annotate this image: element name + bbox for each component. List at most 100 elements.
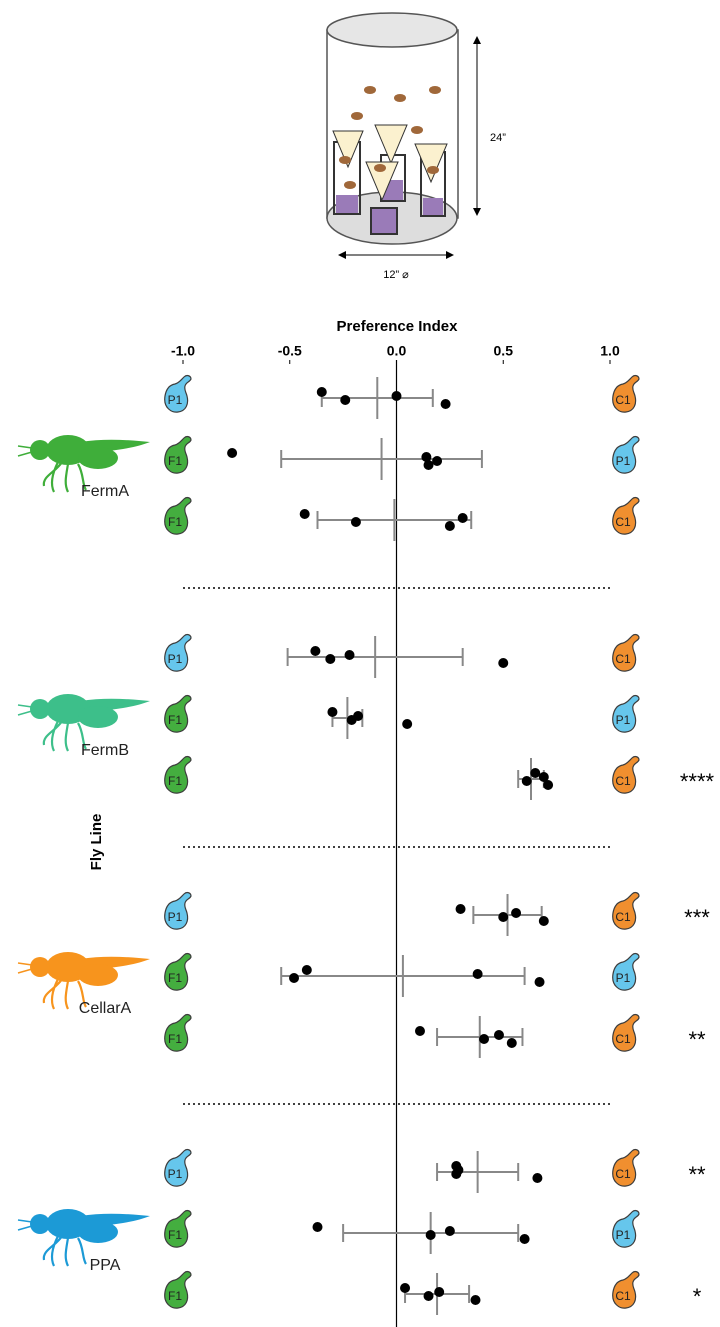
- data-point: [493, 1030, 504, 1040]
- fly-antenna: [17, 1219, 33, 1231]
- yeast-label: F1: [168, 774, 182, 788]
- yeast-icon: P1: [612, 694, 640, 733]
- data-point: [511, 908, 522, 918]
- yeast-shape: [612, 952, 640, 991]
- significance: *: [693, 1284, 702, 1309]
- yeast-label: P1: [616, 1228, 631, 1242]
- data-point: [299, 509, 310, 519]
- data-point: [391, 391, 402, 401]
- yeast-shape: [164, 1209, 192, 1248]
- data-point: [440, 399, 451, 409]
- yeast-label: P1: [168, 652, 183, 666]
- yeast-label: F1: [168, 1289, 182, 1303]
- data-point: [400, 1283, 411, 1293]
- yeast-icon: P1: [164, 374, 192, 413]
- yeast-label: F1: [168, 515, 182, 529]
- data-point: [421, 452, 432, 462]
- data-point: [301, 965, 312, 975]
- fly-head: [30, 699, 50, 719]
- fly-abdomen: [78, 964, 118, 986]
- yeast-icon: P1: [612, 435, 640, 474]
- data-point: [455, 904, 466, 914]
- yeast-label: C1: [615, 910, 631, 924]
- yeast-shape: [164, 1270, 192, 1309]
- yeast-label: P1: [168, 1167, 183, 1181]
- yeast-label: F1: [168, 454, 182, 468]
- x-tick-label: 0.0: [387, 343, 407, 359]
- fly-silhouette: [17, 694, 150, 752]
- data-point: [453, 1165, 464, 1175]
- fly-silhouette: [17, 952, 150, 1010]
- yeast-shape: [164, 891, 192, 930]
- x-tick-label: -1.0: [171, 343, 195, 359]
- data-point: [479, 1034, 490, 1044]
- fly-line-label: FermB: [81, 742, 129, 759]
- significance: **: [688, 1027, 706, 1052]
- yeast-icon: P1: [612, 952, 640, 991]
- fly-abdomen: [78, 1221, 118, 1243]
- yeast-shape: [612, 1270, 640, 1309]
- yeast-icon: P1: [612, 1209, 640, 1248]
- data-point: [312, 1222, 323, 1232]
- yeast-shape: [612, 1013, 640, 1052]
- fly-line-label: FermA: [81, 483, 129, 500]
- data-point: [444, 1226, 455, 1236]
- data-point: [310, 646, 321, 656]
- yeast-shape: [164, 1148, 192, 1187]
- fly-legs: [42, 461, 87, 493]
- yeast-label: C1: [615, 515, 631, 529]
- fly-legs: [42, 720, 87, 752]
- yeast-shape: [612, 891, 640, 930]
- data-point: [532, 1173, 543, 1183]
- yeast-shape: [612, 633, 640, 672]
- data-point: [327, 707, 338, 717]
- yeast-shape: [164, 952, 192, 991]
- data-point: [457, 513, 468, 523]
- yeast-icon: P1: [164, 891, 192, 930]
- yeast-icon: F1: [164, 952, 192, 991]
- data-point: [444, 521, 455, 531]
- yeast-shape: [612, 435, 640, 474]
- fly-silhouette: [17, 1209, 150, 1267]
- yeast-icon: F1: [164, 1270, 192, 1309]
- data-point: [402, 719, 413, 729]
- yeast-icon: F1: [164, 1209, 192, 1248]
- yeast-icon: C1: [612, 374, 640, 413]
- fly-abdomen: [78, 706, 118, 728]
- height-label: 24”: [490, 132, 506, 144]
- fly-antenna: [17, 445, 33, 457]
- yeast-label: P1: [168, 393, 183, 407]
- yeast-label: P1: [616, 454, 631, 468]
- yeast-icon: F1: [164, 496, 192, 535]
- data-point: [423, 460, 434, 470]
- fly-head: [30, 440, 50, 460]
- yeast-shape: [164, 694, 192, 733]
- yeast-icon: C1: [612, 1148, 640, 1187]
- data-point: [434, 1287, 445, 1297]
- yeast-label: F1: [168, 971, 182, 985]
- yeast-label: C1: [615, 1289, 631, 1303]
- data-point: [414, 1026, 425, 1036]
- yeast-label: C1: [615, 1032, 631, 1046]
- yeast-icon: C1: [612, 496, 640, 535]
- diameter-label: 12” ⌀: [383, 269, 409, 281]
- yeast-icon: P1: [164, 1148, 192, 1187]
- fly-head: [30, 957, 50, 977]
- data-point: [543, 780, 554, 790]
- fly-antenna: [17, 704, 33, 716]
- significance: ****: [680, 769, 715, 794]
- significance: ***: [684, 905, 710, 930]
- yeast-icon: C1: [612, 633, 640, 672]
- yeast-label: P1: [168, 910, 183, 924]
- x-axis-title: Preference Index: [337, 318, 459, 335]
- yeast-label: C1: [615, 652, 631, 666]
- fly-legs: [42, 1235, 87, 1267]
- data-point: [316, 387, 327, 397]
- yeast-shape: [164, 755, 192, 794]
- yeast-label: F1: [168, 1032, 182, 1046]
- yeast-label: P1: [616, 971, 631, 985]
- data-point: [534, 977, 545, 987]
- data-point: [519, 1234, 530, 1244]
- data-point: [325, 654, 336, 664]
